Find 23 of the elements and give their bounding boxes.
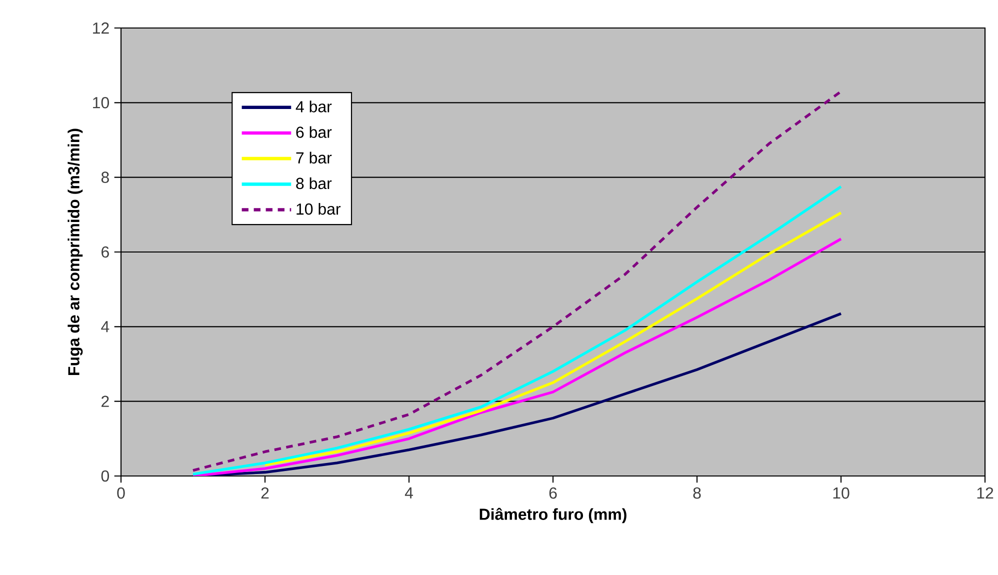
y-tick-label: 12 <box>93 22 109 34</box>
legend-label: 10 bar <box>296 202 341 215</box>
x-axis-title: Diâmetro furo (mm) <box>480 508 626 524</box>
x-tick-label: 0 <box>117 487 125 499</box>
line-series <box>192 90 842 472</box>
legend-label: 6 bar <box>296 126 332 138</box>
y-axis-title: Fuga de ar comprimido (m3/min) <box>68 128 83 375</box>
x-tick-label: 8 <box>693 487 701 499</box>
line-series <box>192 238 842 476</box>
y-tick-label: 6 <box>102 246 109 258</box>
x-tick-label: 12 <box>977 487 994 499</box>
y-tick-label: 2 <box>102 396 109 407</box>
x-tick-label: 10 <box>833 487 850 499</box>
x-tick-label: 6 <box>549 487 557 499</box>
legend-label: 7 bar <box>296 152 332 164</box>
y-tick-label: 0 <box>101 470 110 482</box>
x-tick-label: 2 <box>261 487 269 499</box>
y-tick-label: 10 <box>93 97 110 108</box>
legend-label: 8 bar <box>296 177 332 190</box>
x-tick-label: 4 <box>404 487 413 498</box>
legend-label: 4 bar <box>296 100 332 112</box>
y-tick-label: 8 <box>101 172 109 183</box>
y-tick-label: 4 <box>101 321 110 332</box>
